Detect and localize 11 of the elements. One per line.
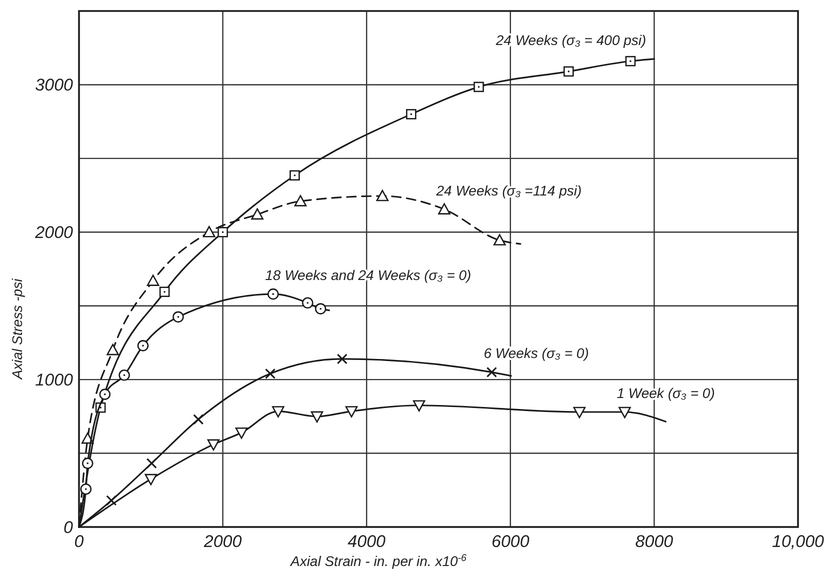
x-tick-label: 4000 [348,532,386,551]
x-tick-label: 8000 [635,532,674,551]
y-axis-title: Axial Stress -psi [9,278,25,380]
y-tick-label: 2000 [34,223,74,242]
x-tick-label: 2000 [202,532,242,551]
y-tick-label: 3000 [35,76,74,95]
x-tick-label: 10,000 [772,532,825,551]
y-tick-label: 1000 [35,370,74,390]
x-axis-title: Axial Strain - in. per in. x10$^{-6}$ [289,552,468,569]
y-tick-label: 0 [64,518,74,537]
x-tick-label: 6000 [491,532,530,551]
